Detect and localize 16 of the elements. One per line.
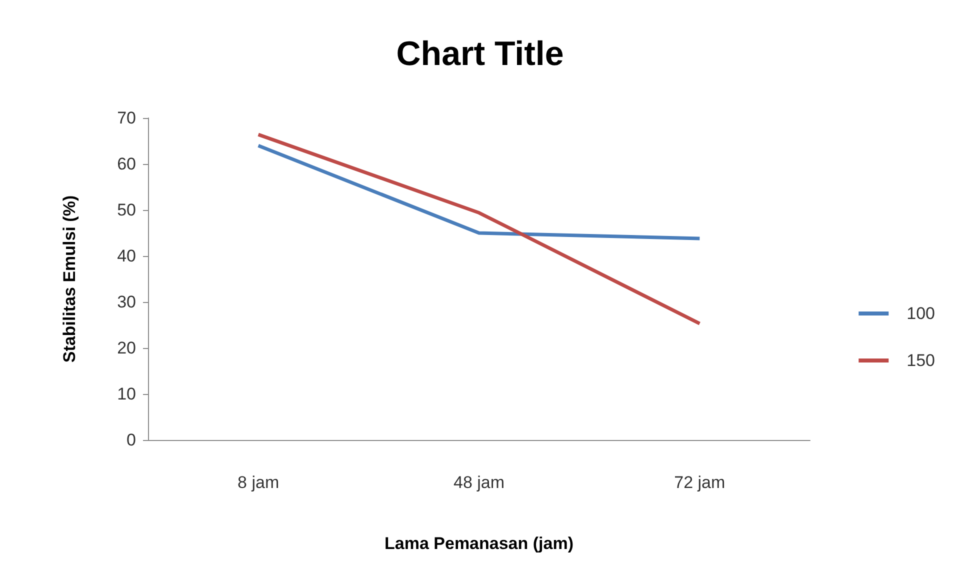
- y-tick-label: 60: [117, 154, 136, 174]
- y-tick-label: 30: [117, 292, 136, 312]
- x-tick-label: 48 jam: [453, 473, 505, 492]
- y-tick-label: 50: [117, 200, 136, 220]
- x-axis-title: Lama Pemanasan (jam): [384, 534, 574, 553]
- legend-label: 150: [906, 351, 936, 370]
- y-tick-label: 70: [117, 108, 136, 128]
- x-tick-label: 72 jam: [674, 473, 726, 492]
- chart-title: Chart Title: [396, 35, 564, 73]
- y-tick-label: 0: [126, 430, 136, 450]
- y-tick-label: 10: [117, 384, 136, 404]
- y-axis-title: Stabilitas Emulsi (%): [60, 195, 79, 363]
- x-tick-label: 8 jam: [238, 473, 280, 492]
- y-tick-label: 20: [117, 338, 136, 358]
- y-tick-label: 40: [117, 246, 136, 266]
- legend-label: 100: [906, 304, 936, 323]
